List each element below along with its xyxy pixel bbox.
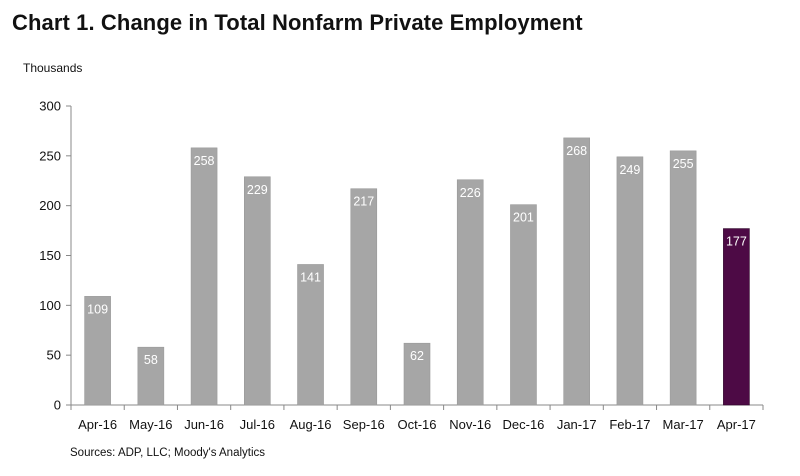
data-label: 249: [619, 163, 640, 177]
x-tick-label: Oct-16: [397, 417, 436, 432]
data-label: 62: [410, 349, 424, 363]
bar-sep-16: [350, 188, 378, 406]
bar-jun-16: [190, 147, 218, 406]
y-tick-label: 150: [39, 248, 61, 263]
bar-aug-16: [297, 264, 324, 406]
bar-jan-17: [563, 137, 590, 406]
y-tick-label: 100: [39, 298, 61, 313]
bar-may-16: [137, 346, 165, 406]
x-tick-label: May-16: [129, 417, 172, 432]
x-tick-label: Mar-17: [663, 417, 704, 432]
bar-jul-16: [244, 176, 271, 406]
x-tick-label: Jul-16: [240, 417, 275, 432]
y-tick-label: 200: [39, 198, 61, 213]
x-tick-label: Dec-16: [503, 417, 545, 432]
x-tick-label: Sep-16: [343, 417, 385, 432]
bar-apr-17: [723, 228, 750, 406]
x-tick-label: Apr-16: [78, 417, 117, 432]
data-label: 229: [247, 183, 268, 197]
data-label: 177: [726, 235, 747, 249]
data-label: 258: [194, 154, 215, 168]
data-label: 226: [460, 186, 481, 200]
x-tick-label: Jun-16: [184, 417, 224, 432]
y-axis-unit-label: Thousands: [23, 61, 83, 75]
y-tick-label: 250: [39, 148, 61, 163]
data-label: 217: [353, 195, 374, 209]
bar-dec-16: [510, 204, 537, 406]
x-tick-label: Jan-17: [557, 417, 597, 432]
data-label: 255: [673, 157, 694, 171]
data-label: 141: [300, 270, 321, 284]
bar-feb-17: [616, 156, 644, 406]
chart-title: Chart 1. Change in Total Nonfarm Private…: [12, 10, 583, 35]
data-label: 201: [513, 211, 534, 225]
bar-oct-16: [403, 342, 431, 406]
x-tick-label: Feb-17: [609, 417, 650, 432]
source-note: Sources: ADP, LLC; Moody's Analytics: [70, 447, 266, 459]
y-tick-label: 0: [54, 398, 61, 413]
x-tick-label: Nov-16: [449, 417, 491, 432]
x-tick-label: Apr-17: [717, 417, 756, 432]
data-label: 268: [566, 144, 587, 158]
y-tick-label: 300: [39, 99, 61, 114]
bar-nov-16: [456, 179, 484, 406]
bar-apr-16: [84, 296, 111, 406]
data-label: 58: [144, 353, 158, 367]
bar-mar-17: [669, 150, 697, 406]
y-tick-label: 50: [47, 348, 61, 363]
x-tick-label: Aug-16: [290, 417, 332, 432]
data-label: 109: [87, 302, 108, 316]
